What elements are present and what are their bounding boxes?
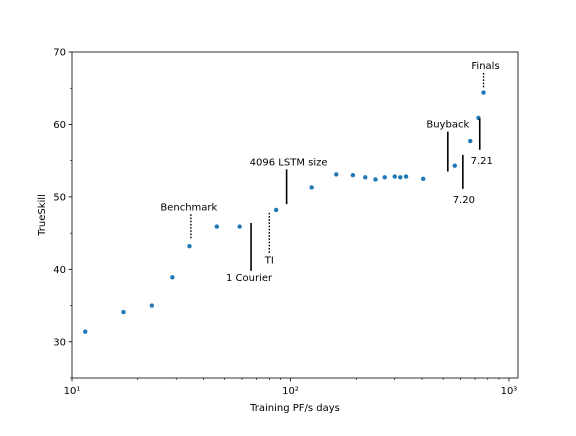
x-tick-label: 10³ bbox=[501, 386, 518, 397]
axes: 10¹ 10² 10³ 30 40 50 60 70 bbox=[53, 48, 517, 398]
data-point bbox=[309, 185, 314, 190]
data-point bbox=[334, 172, 339, 177]
data-point bbox=[392, 174, 397, 179]
data-point bbox=[481, 90, 486, 95]
data-point bbox=[363, 175, 368, 180]
annotation-label: Benchmark bbox=[160, 202, 217, 213]
data-point bbox=[149, 303, 155, 308]
data-point bbox=[350, 172, 356, 178]
annotation-label: TI bbox=[264, 255, 274, 266]
x-axis-label: Training PF/s days bbox=[249, 403, 340, 414]
annotation-label: Buyback bbox=[426, 120, 469, 131]
data-point bbox=[398, 175, 403, 180]
annotation-label: 7.20 bbox=[453, 195, 475, 206]
y-tick-label: 30 bbox=[53, 337, 66, 348]
y-axis-label: TrueSkill bbox=[37, 194, 48, 237]
data-point bbox=[170, 275, 175, 280]
data-point bbox=[187, 243, 192, 249]
data-point bbox=[403, 174, 409, 179]
data-point bbox=[452, 163, 457, 168]
data-point bbox=[273, 207, 279, 213]
data-point bbox=[382, 175, 387, 180]
data-point bbox=[373, 177, 378, 182]
y-tick-label: 60 bbox=[53, 120, 66, 131]
data-point bbox=[214, 224, 219, 229]
data-point bbox=[468, 138, 473, 144]
annotation-label: 4096 LSTM size bbox=[250, 157, 328, 168]
y-tick-label: 40 bbox=[53, 265, 66, 276]
annotation-label: Finals bbox=[471, 61, 499, 72]
annotation-label: 7.21 bbox=[471, 156, 493, 167]
plot-marks: Benchmark 1 Courier TI 4096 LSTM size Buybac… bbox=[83, 61, 500, 334]
data-point bbox=[420, 176, 426, 181]
y-tick-label: 70 bbox=[53, 48, 66, 59]
y-tick-label: 50 bbox=[53, 192, 66, 203]
data-point bbox=[237, 224, 242, 229]
x-tick-label: 10¹ bbox=[64, 386, 81, 397]
x-tick-label: 10² bbox=[282, 386, 299, 397]
data-point bbox=[83, 329, 88, 334]
data-point bbox=[121, 309, 126, 315]
annotation-label: 1 Courier bbox=[226, 273, 273, 284]
plot-frame bbox=[71, 51, 519, 379]
